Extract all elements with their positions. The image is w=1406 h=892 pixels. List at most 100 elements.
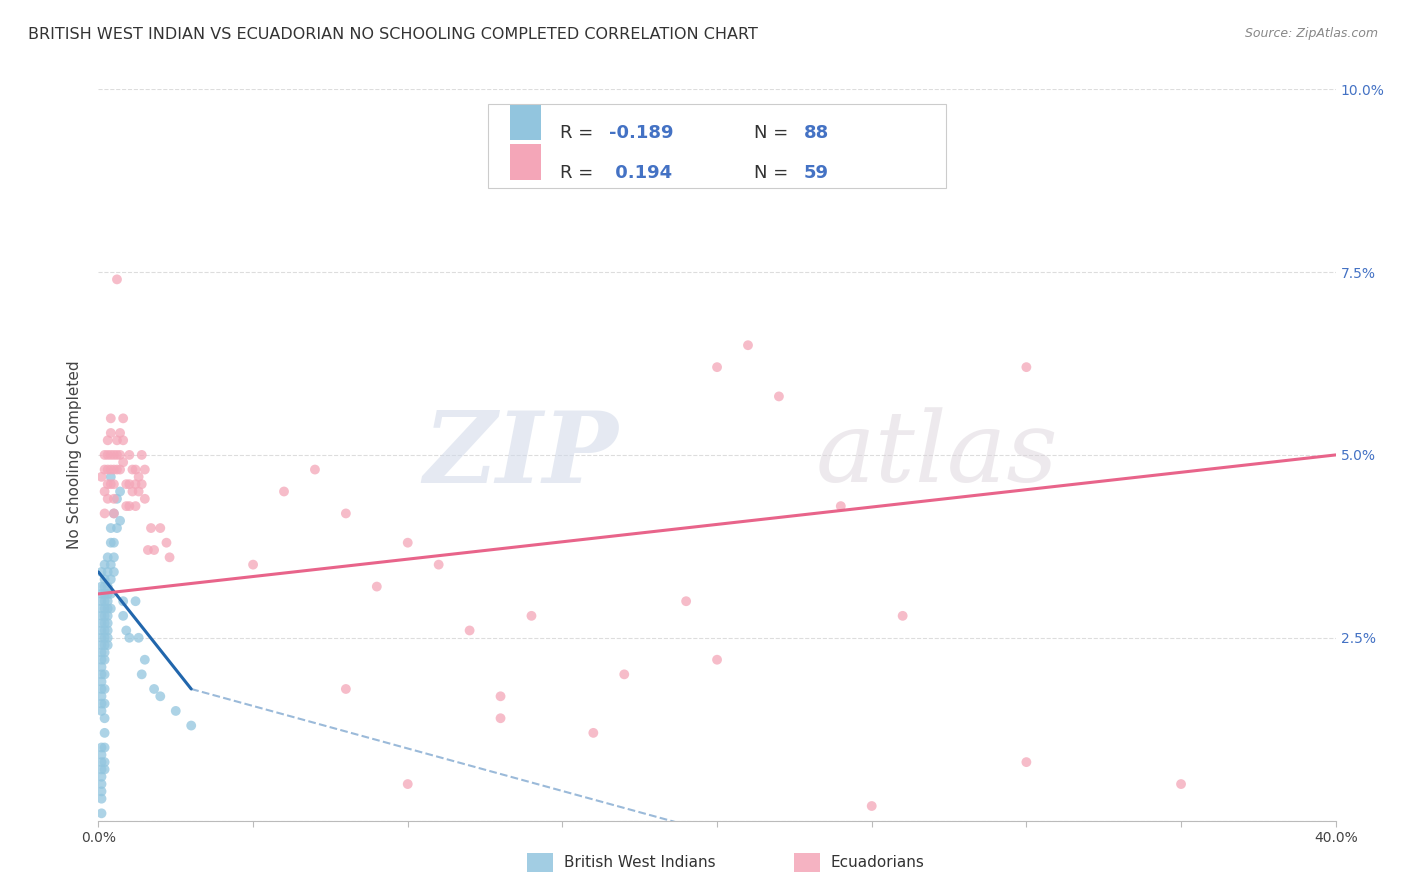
Point xyxy=(100,462,122,476)
Text: Ecuadorians: Ecuadorians xyxy=(831,855,925,870)
Point xyxy=(97,601,120,615)
Point xyxy=(103,448,125,462)
Point xyxy=(100,448,122,462)
FancyBboxPatch shape xyxy=(510,145,541,179)
Point xyxy=(737,338,759,352)
Text: BRITISH WEST INDIAN VS ECUADORIAN NO SCHOOLING COMPLETED CORRELATION CHART: BRITISH WEST INDIAN VS ECUADORIAN NO SCH… xyxy=(28,27,758,42)
Point xyxy=(105,491,128,506)
Point xyxy=(105,434,128,448)
FancyBboxPatch shape xyxy=(488,103,946,188)
Point xyxy=(93,755,115,769)
Point xyxy=(112,411,135,425)
Point xyxy=(100,425,122,440)
Point xyxy=(108,484,131,499)
Point xyxy=(706,653,728,667)
Point xyxy=(93,587,115,601)
Point xyxy=(118,631,141,645)
Point xyxy=(136,543,159,558)
Point xyxy=(90,806,112,821)
Point xyxy=(93,726,115,740)
Point xyxy=(97,638,120,652)
Point xyxy=(335,507,357,521)
Point xyxy=(90,653,112,667)
Point xyxy=(90,747,112,762)
Point xyxy=(124,462,146,476)
Point xyxy=(143,681,166,696)
Point xyxy=(105,448,128,462)
Point xyxy=(128,484,150,499)
Text: R =: R = xyxy=(560,124,599,142)
Point xyxy=(891,608,914,623)
Point xyxy=(100,521,122,535)
Point xyxy=(159,550,181,565)
Point xyxy=(97,587,120,601)
Text: R =: R = xyxy=(560,164,599,182)
Point xyxy=(93,601,115,615)
Point xyxy=(97,550,120,565)
Point xyxy=(427,558,450,572)
Point xyxy=(90,608,112,623)
Point xyxy=(97,491,120,506)
Point xyxy=(121,484,143,499)
Text: ZIP: ZIP xyxy=(423,407,619,503)
Point xyxy=(93,608,115,623)
Point xyxy=(100,470,122,484)
Point xyxy=(90,470,112,484)
Text: atlas: atlas xyxy=(815,408,1059,502)
Point xyxy=(108,425,131,440)
Point xyxy=(100,477,122,491)
Text: -0.189: -0.189 xyxy=(609,124,673,142)
Point xyxy=(103,462,125,476)
Point xyxy=(90,791,112,805)
Point xyxy=(100,587,122,601)
Point xyxy=(396,777,419,791)
Point xyxy=(105,272,128,286)
Point xyxy=(396,535,419,549)
Point xyxy=(118,448,141,462)
FancyBboxPatch shape xyxy=(510,105,541,140)
Point xyxy=(90,674,112,689)
Point xyxy=(90,565,112,579)
Point xyxy=(93,631,115,645)
Point xyxy=(768,389,790,403)
Point xyxy=(304,462,326,476)
Point xyxy=(131,667,153,681)
Point xyxy=(128,631,150,645)
Point xyxy=(675,594,697,608)
Point xyxy=(100,601,122,615)
Point xyxy=(458,624,481,638)
Point xyxy=(90,624,112,638)
Point xyxy=(103,491,125,506)
Point xyxy=(90,631,112,645)
Point xyxy=(93,645,115,659)
Point xyxy=(103,477,125,491)
Point xyxy=(143,543,166,558)
Point xyxy=(93,484,115,499)
Point xyxy=(97,565,120,579)
Point xyxy=(489,690,512,704)
Point xyxy=(112,434,135,448)
Point xyxy=(124,594,146,608)
Point xyxy=(93,681,115,696)
Point xyxy=(97,594,120,608)
Point xyxy=(97,616,120,631)
Point xyxy=(90,697,112,711)
Text: British West Indians: British West Indians xyxy=(564,855,716,870)
Text: 59: 59 xyxy=(804,164,828,182)
Point xyxy=(121,462,143,476)
Point xyxy=(93,594,115,608)
Point xyxy=(103,507,125,521)
Point xyxy=(112,594,135,608)
Point xyxy=(97,434,120,448)
Point xyxy=(93,697,115,711)
Point xyxy=(103,550,125,565)
Point xyxy=(93,763,115,777)
Point xyxy=(118,499,141,513)
Point xyxy=(149,521,172,535)
Point xyxy=(93,580,115,594)
Point xyxy=(489,711,512,725)
Point xyxy=(90,580,112,594)
Point xyxy=(93,624,115,638)
Point xyxy=(90,704,112,718)
Point xyxy=(93,572,115,586)
